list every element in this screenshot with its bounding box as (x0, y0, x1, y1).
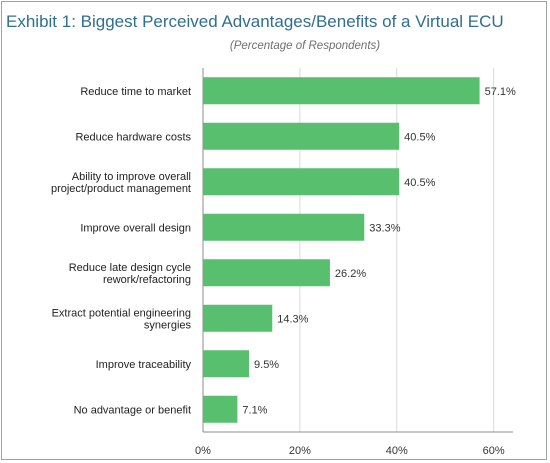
chart-subtitle: (Percentage of Respondents) (229, 40, 381, 52)
value-label: 40.5% (404, 131, 435, 143)
x-tick-label: 40% (386, 445, 408, 457)
x-tick-label: 20% (289, 445, 311, 457)
bar (203, 259, 330, 287)
bar (203, 213, 365, 241)
category-label: Ability to improve overall (72, 171, 191, 183)
chart-title: Exhibit 1: Biggest Perceived Advantages/… (6, 12, 504, 31)
category-label: No advantage or benefit (74, 404, 191, 416)
value-label: 26.2% (335, 268, 366, 280)
x-tick-label: 0% (195, 445, 211, 457)
category-label: Improve traceability (96, 359, 192, 371)
value-label: 40.5% (404, 177, 435, 189)
value-label: 9.5% (254, 359, 279, 371)
category-label: rework/refactoring (103, 274, 191, 286)
category-label: synergies (144, 319, 192, 331)
value-label: 57.1% (485, 86, 516, 98)
category-label: Reduce hardware costs (75, 131, 191, 143)
bar (203, 168, 400, 196)
bar (203, 122, 400, 150)
category-label: Improve overall design (80, 222, 191, 234)
bar (203, 395, 238, 423)
value-label: 14.3% (277, 313, 308, 325)
category-label: Reduce late design cycle (69, 262, 191, 274)
value-label: 7.1% (242, 404, 267, 416)
category-label: project/product management (51, 183, 191, 195)
category-label: Extract potential engineering (52, 307, 191, 319)
bar (203, 77, 480, 105)
category-label: Reduce time to market (80, 86, 191, 98)
value-label: 33.3% (369, 222, 400, 234)
bar (203, 350, 250, 378)
bar (203, 304, 273, 332)
x-tick-label: 60% (483, 445, 505, 457)
